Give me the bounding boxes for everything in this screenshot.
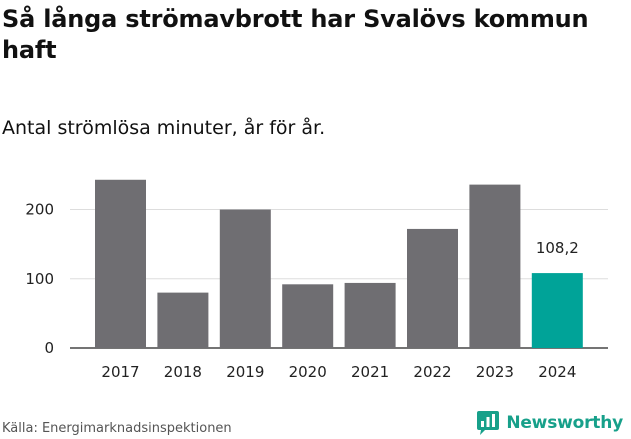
x-tick-label: 2024 (538, 363, 576, 381)
x-tick-label: 2019 (226, 363, 264, 381)
data-label: 108,2 (536, 239, 579, 257)
bar-2022 (407, 228, 458, 348)
chart-subtitle: Antal strömlösa minuter, år för år. (2, 117, 326, 139)
x-tick-label: 2020 (289, 363, 327, 381)
x-tick-label: 2018 (164, 363, 202, 381)
x-tick-label: 2021 (351, 363, 389, 381)
bar-2020 (282, 284, 334, 348)
grid-lines (70, 209, 608, 349)
tick-labels: 0 100 200 2017 2018 2019 2020 2021 2022 2023 2024 1… (25, 201, 578, 381)
newsworthy-logo-icon (477, 411, 500, 435)
brand-name: Newsworthy (506, 413, 623, 433)
bar-2023 (469, 184, 521, 348)
y-tick-label: 200 (25, 201, 54, 219)
bars (95, 179, 583, 348)
bar-chart: 0 100 200 2017 2018 2019 2020 2021 2022 2023 2024 1… (25, 179, 608, 381)
bar-2017 (95, 179, 146, 348)
y-tick-label: 100 (25, 270, 54, 288)
bar-2019 (219, 209, 271, 348)
bar-2021 (344, 282, 396, 348)
x-tick-label: 2023 (476, 363, 514, 381)
x-tick-label: 2017 (101, 363, 139, 381)
bar-2018 (157, 292, 209, 348)
bar-2024 (531, 273, 583, 348)
x-tick-label: 2022 (413, 363, 451, 381)
y-tick-label: 0 (44, 339, 54, 357)
brand[interactable]: Newsworthy (476, 410, 623, 436)
chart-title: Så långa strömavbrott har Svalövs kommun… (2, 5, 589, 64)
source-note: Källa: Energimarknadsinspektionen (2, 421, 232, 436)
